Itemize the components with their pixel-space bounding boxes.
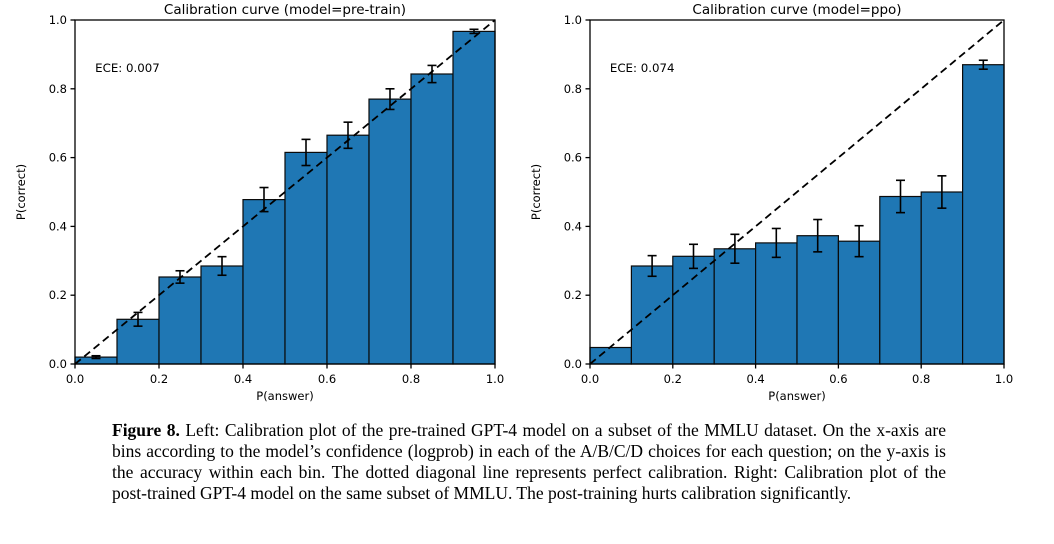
histogram-bar: [589, 346, 633, 365]
ece-annotation: ECE: 0.007: [95, 61, 160, 75]
histogram-bar: [368, 98, 412, 365]
x-tick-label: 0.0: [66, 372, 84, 386]
calibration-chart-ppo: 0.0 0.2 0.4 0.6 0.8 1.0 0.0 0.2 0.4 0.6 0.8 1.0 Cali…: [527, 0, 1054, 412]
error-bar: [771, 227, 781, 259]
caption-label: Figure 8.: [112, 420, 180, 440]
error-bar: [343, 121, 353, 150]
error-bar: [730, 233, 740, 265]
y-tick-label: 1.0: [564, 13, 582, 27]
histogram-bar: [242, 199, 286, 365]
y-tick-label: 0.0: [49, 357, 67, 371]
error-bar: [978, 59, 988, 70]
error-bar: [469, 28, 479, 35]
y-tick-label: 0.8: [49, 82, 67, 96]
y-tick-label: 0.2: [49, 288, 67, 302]
error-bar: [896, 179, 905, 214]
pretrain-chart-svg: 0.0 0.2 0.4 0.6 0.8 1.0 0.0 0.2 0.4 0.6 0.8 1.0 Cali…: [14, 2, 504, 403]
x-tick-label: 0.2: [150, 372, 168, 386]
error-bar: [647, 254, 657, 278]
error-bar: [217, 255, 227, 277]
y-tick-label: 0.6: [564, 151, 582, 165]
histogram-bar: [962, 64, 1005, 365]
histogram-bar: [920, 191, 964, 365]
diagonal-line: [74, 19, 496, 365]
diagonal-line: [589, 19, 1005, 365]
y-axis-label: P(correct): [14, 164, 28, 220]
histogram-bar: [200, 265, 244, 365]
y-tick-label: 0.4: [564, 219, 582, 233]
error-bar: [385, 88, 395, 111]
y-tick-label: 0.4: [49, 219, 67, 233]
x-tick-label: 0.0: [581, 372, 599, 386]
histogram-bar: [410, 73, 454, 365]
histogram-bar: [879, 195, 922, 365]
chart-title: Calibration curve (model=ppo): [692, 2, 901, 18]
y-tick-label: 0.8: [564, 82, 582, 96]
figure-caption: Figure 8. Left: Calibration plot of the …: [112, 420, 946, 504]
x-tick-label: 0.6: [318, 372, 336, 386]
histogram-bar: [755, 242, 798, 365]
x-tick-label: 0.6: [829, 372, 847, 386]
y-axis-label: P(correct): [529, 164, 543, 220]
histogram-bar: [837, 240, 881, 365]
error-bar: [259, 186, 269, 213]
ppo-chart-svg: 0.0 0.2 0.4 0.6 0.8 1.0 0.0 0.2 0.4 0.6 0.8 1.0 Cali…: [529, 2, 1013, 403]
error-bar: [813, 218, 823, 253]
caption-text: Left: Calibration plot of the pre-traine…: [112, 420, 946, 503]
chart-title: Calibration curve (model=pre-train): [164, 2, 406, 18]
x-tick-label: 0.8: [402, 372, 420, 386]
y-tick-label: 0.6: [49, 151, 67, 165]
x-tick-label: 0.8: [912, 372, 930, 386]
ece-annotation: ECE: 0.074: [610, 61, 675, 75]
y-tick-label: 1.0: [49, 13, 67, 27]
calibration-chart-pretrain: 0.0 0.2 0.4 0.6 0.8 1.0 0.0 0.2 0.4 0.6 0.8 1.0 Cali…: [0, 0, 527, 412]
histogram-bar: [452, 30, 496, 365]
error-bar: [854, 224, 864, 258]
x-tick-label: 1.0: [995, 372, 1013, 386]
histogram-bar: [630, 265, 674, 365]
x-axis-label: P(answer): [256, 389, 313, 403]
error-bar: [91, 354, 101, 360]
y-tick-label: 0.2: [564, 288, 582, 302]
x-tick-label: 0.4: [746, 372, 764, 386]
error-bar: [427, 64, 437, 84]
error-bar: [133, 311, 143, 327]
histogram-bar: [796, 235, 840, 365]
histogram-bar: [284, 151, 328, 365]
histogram-bar: [158, 276, 202, 365]
plot-border: [589, 19, 1005, 365]
x-tick-label: 0.2: [664, 372, 682, 386]
y-tick-label: 0.0: [564, 357, 582, 371]
plot-border: [74, 19, 496, 365]
x-tick-label: 0.4: [234, 372, 252, 386]
error-bar: [689, 243, 698, 270]
histogram-bar: [713, 248, 757, 365]
x-tick-label: 1.0: [486, 372, 504, 386]
x-axis-label: P(answer): [768, 389, 825, 403]
histogram-bar: [672, 255, 715, 365]
histogram-bar: [326, 134, 370, 365]
error-bar: [175, 269, 185, 284]
error-bar: [937, 175, 947, 209]
error-bar: [301, 138, 311, 167]
